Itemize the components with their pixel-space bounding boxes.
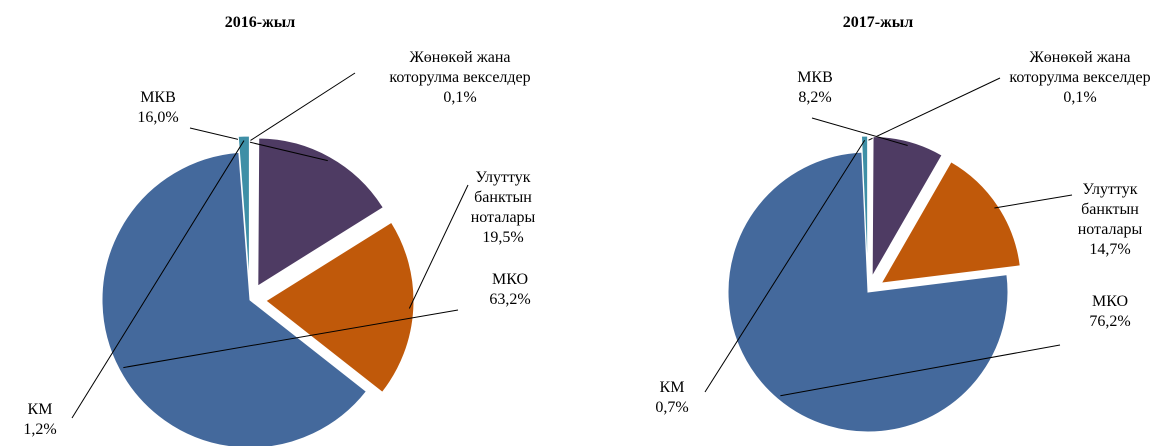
category-name: Улуттук банктын ноталары [470, 169, 536, 226]
value-label: 76,2% [1089, 313, 1131, 330]
value-label: 0,7% [655, 399, 689, 416]
category-name: МКО [491, 271, 529, 288]
slice-label: МКО 76,2% [1060, 292, 1157, 332]
value-label: 8,2% [798, 89, 832, 106]
pie-slice [867, 135, 870, 277]
chart-title: 2016-жыл [224, 14, 296, 31]
value-label: 0,1% [1063, 89, 1097, 106]
leader-line [868, 77, 1001, 141]
slice-label: КМ 0,7% [637, 378, 707, 418]
leader-line [994, 194, 1073, 209]
pie-slice [265, 221, 415, 393]
leader-line [189, 127, 328, 162]
pie-slice [237, 135, 250, 285]
leader-line [780, 344, 1061, 397]
pie-slice [871, 136, 943, 279]
slice-label: Улуттук банктын ноталары 14,7% [1070, 180, 1150, 260]
slice-label: Улуттук банктын ноталары 19,5% [463, 168, 543, 248]
value-label: 63,2% [489, 291, 531, 308]
pie-slice [249, 135, 252, 285]
value-label: 19,5% [482, 229, 524, 246]
category-name: КМ [659, 379, 685, 396]
slice-label: МКВ 16,0% [128, 88, 188, 128]
value-label: 14,7% [1089, 241, 1131, 258]
pie-slice [880, 161, 1021, 284]
slice-label: Жөнөкөй жана которулма векселдер 0,1% [1000, 48, 1157, 108]
slice-label: КМ 1,2% [5, 400, 75, 440]
category-name: Жөнөкөй жана которулма векселдер [389, 49, 531, 86]
pie-slice [101, 151, 368, 446]
category-name: МКО [1091, 293, 1129, 310]
slice-label: МКВ 8,2% [785, 68, 845, 108]
slice-label: Жөнөкөй жана которулма векселдер 0,1% [380, 48, 540, 108]
category-name: Жөнөкөй жана которулма векселдер [1009, 49, 1151, 86]
leader-line [704, 139, 866, 393]
leader-line [408, 184, 469, 309]
category-name: Улуттук банктын ноталары [1077, 181, 1143, 238]
pie-slice [257, 137, 384, 287]
value-label: 0,1% [443, 89, 477, 106]
value-label: 16,0% [137, 109, 179, 126]
category-name: МКВ [140, 89, 176, 106]
leader-line [123, 309, 459, 369]
leader-line [71, 140, 245, 419]
chart-title: 2017-жыл [842, 14, 914, 31]
pie-slice [727, 151, 1009, 433]
value-label: 1,2% [23, 421, 57, 438]
pie-slice [860, 135, 869, 277]
slice-label: МКО 63,2% [460, 270, 560, 310]
leader-line [811, 117, 908, 146]
category-name: КМ [27, 401, 53, 418]
category-name: МКВ [797, 69, 833, 86]
leader-line [250, 72, 356, 141]
